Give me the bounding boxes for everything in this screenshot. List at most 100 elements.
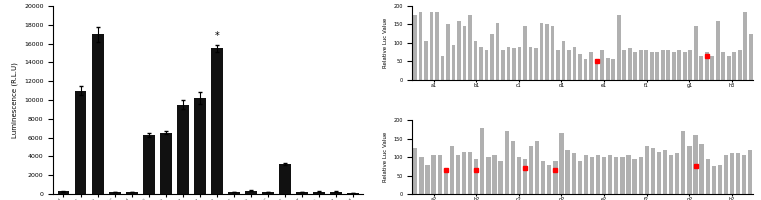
Bar — [262, 192, 274, 194]
Bar — [160, 133, 172, 194]
Bar — [589, 52, 593, 80]
Bar — [688, 50, 692, 80]
Bar — [715, 21, 720, 80]
Bar — [669, 155, 673, 194]
Bar — [511, 141, 515, 194]
Y-axis label: Relative Luc Value: Relative Luc Value — [383, 132, 387, 182]
Bar — [529, 146, 533, 194]
Bar — [650, 52, 654, 80]
Bar — [529, 47, 533, 80]
Bar — [608, 155, 613, 194]
Bar — [718, 165, 722, 194]
Bar — [462, 152, 466, 194]
Bar — [468, 152, 473, 194]
Bar — [611, 59, 615, 80]
Bar — [480, 128, 485, 194]
Bar — [463, 26, 466, 80]
Bar — [694, 26, 698, 80]
Bar — [644, 50, 648, 80]
Bar — [681, 131, 686, 194]
Bar — [347, 193, 359, 194]
Bar — [616, 15, 620, 80]
Bar — [58, 191, 69, 194]
Bar — [523, 159, 527, 194]
Bar — [535, 141, 540, 194]
Bar — [705, 159, 710, 194]
Bar — [296, 192, 308, 194]
Bar — [724, 155, 728, 194]
Bar — [551, 26, 555, 80]
Bar — [424, 41, 428, 80]
Bar — [523, 26, 527, 80]
Text: *: * — [215, 31, 219, 41]
Bar — [602, 157, 607, 194]
Bar — [413, 15, 417, 80]
Bar — [699, 56, 703, 80]
Bar — [313, 192, 325, 194]
Bar — [628, 48, 632, 80]
Bar — [505, 131, 509, 194]
Bar — [572, 153, 576, 194]
Bar — [727, 56, 731, 80]
Bar — [457, 21, 461, 80]
Bar — [721, 52, 725, 80]
Bar — [486, 157, 491, 194]
Bar — [651, 148, 655, 194]
Bar — [749, 34, 753, 80]
Bar — [562, 41, 565, 80]
Bar — [600, 50, 604, 80]
Bar — [177, 105, 189, 194]
Bar — [438, 155, 442, 194]
Bar — [109, 192, 120, 194]
Bar — [330, 192, 342, 194]
Bar — [712, 166, 716, 194]
Bar — [683, 52, 686, 80]
Bar — [556, 50, 560, 80]
Bar — [228, 192, 240, 194]
Bar — [541, 161, 546, 194]
Bar — [507, 47, 511, 80]
Bar — [512, 48, 516, 80]
Bar — [730, 153, 734, 194]
Bar — [540, 23, 543, 80]
Bar — [468, 15, 472, 80]
Bar — [620, 157, 625, 194]
Bar — [633, 52, 637, 80]
Bar — [578, 54, 582, 80]
Bar — [687, 146, 692, 194]
Bar — [572, 47, 577, 80]
Bar — [657, 152, 661, 194]
Bar — [435, 12, 439, 80]
Bar — [596, 155, 600, 194]
Bar — [492, 155, 497, 194]
Bar — [675, 153, 680, 194]
Bar — [638, 50, 642, 80]
Bar — [413, 148, 418, 194]
Bar — [661, 50, 664, 80]
Bar — [547, 165, 552, 194]
Bar — [479, 47, 483, 80]
Bar — [419, 12, 422, 80]
Bar — [444, 170, 448, 194]
Bar — [626, 155, 631, 194]
Bar — [441, 56, 444, 80]
Bar — [490, 34, 494, 80]
Bar — [451, 45, 455, 80]
Bar — [666, 50, 670, 80]
Bar — [545, 24, 549, 80]
Bar — [672, 52, 676, 80]
Bar — [194, 98, 205, 194]
Bar — [622, 50, 626, 80]
Bar — [143, 135, 154, 194]
Bar — [534, 48, 538, 80]
Bar — [594, 61, 598, 80]
Bar — [75, 91, 87, 194]
Bar — [498, 161, 503, 194]
Bar — [495, 23, 499, 80]
Bar — [663, 150, 667, 194]
Bar — [638, 157, 643, 194]
Bar — [584, 155, 588, 194]
Bar — [705, 52, 708, 80]
Bar — [450, 146, 454, 194]
Bar — [736, 153, 740, 194]
